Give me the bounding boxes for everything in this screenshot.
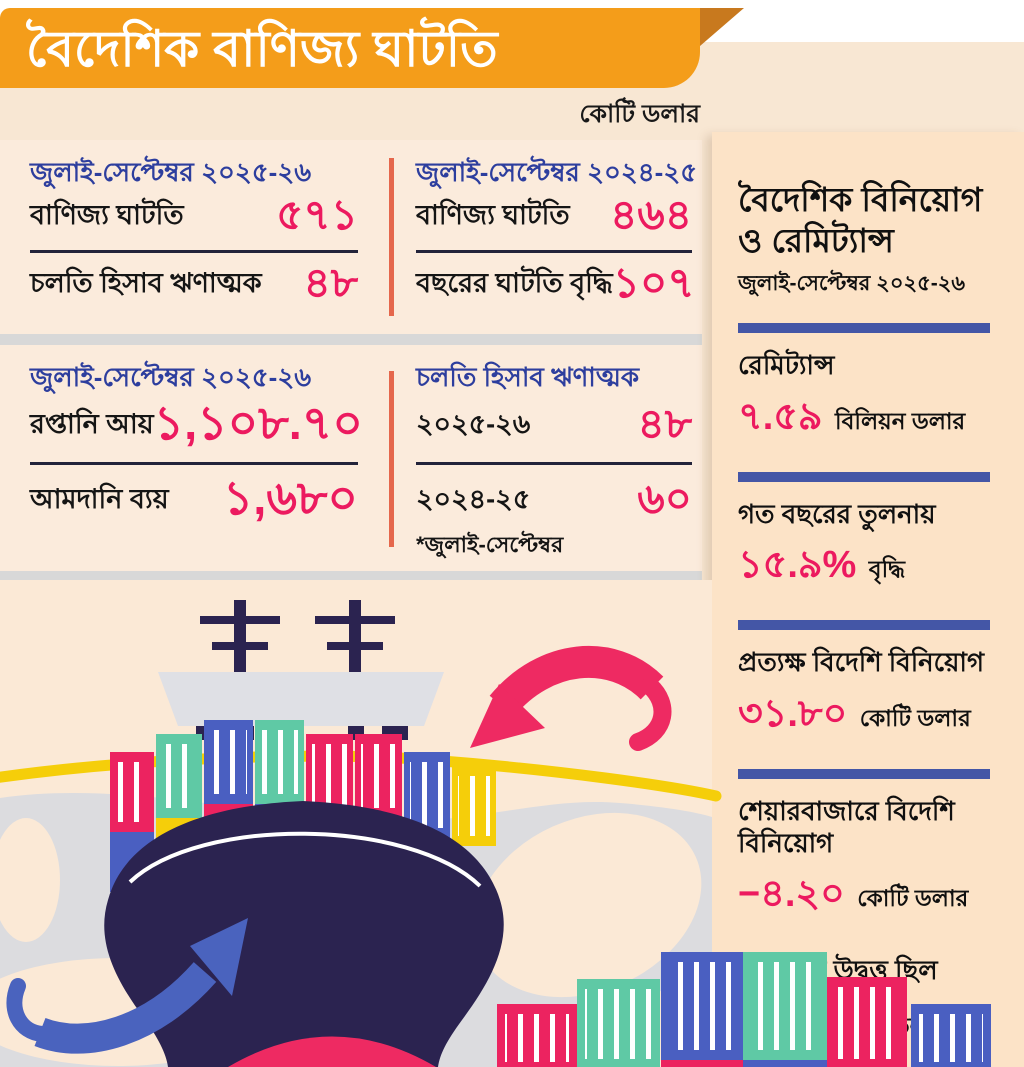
panel-trade-deficit-2025-26: জুলাই-সেপ্টেম্বর ২০২৫-২৬ বাণিজ্য ঘাটতি ৫… bbox=[30, 140, 358, 334]
panel-heading: জুলাই-সেপ্টেম্বর ২০২৪-২৫ bbox=[416, 157, 698, 187]
row-divider bbox=[416, 250, 692, 253]
divider-bar bbox=[738, 768, 990, 779]
stat-value: ৪৬৪ bbox=[610, 191, 692, 238]
sidebar-section-remittance: রেমিট্যান্স ৭.৫৯ বিলিয়ন ডলার bbox=[738, 349, 966, 438]
band-separator bbox=[0, 571, 702, 581]
divider-bar bbox=[738, 322, 990, 333]
stat-value: ১৫.৯% bbox=[738, 544, 857, 587]
stat-band-top: জুলাই-সেপ্টেম্বর ২০২৫-২৬ বাণিজ্য ঘাটতি ৫… bbox=[0, 140, 702, 334]
stat-label: রপ্তানি আয় bbox=[30, 408, 154, 439]
sidebar-section-portfolio: শেয়ারবাজারে বিদেশি বিনিয়োগ −৪.২০ কোটি … bbox=[738, 795, 969, 916]
panel-trade-deficit-2024-25: জুলাই-সেপ্টেম্বর ২০২৪-২৫ বাণিজ্য ঘাটতি ৪… bbox=[416, 140, 698, 334]
stat-row: বাণিজ্য ঘাটতি ৫৭১ bbox=[30, 186, 358, 249]
stat-value: ৪৮ bbox=[303, 259, 358, 306]
row-divider bbox=[30, 250, 358, 253]
stat-value: ৬০ bbox=[637, 474, 692, 522]
stat-row: বাণিজ্য ঘাটতি ৪৬৪ bbox=[416, 186, 692, 249]
stat-value: ৩১.৮০ bbox=[738, 692, 848, 735]
panel-heading: জুলাই-সেপ্টেম্বর ২০২৫-২৬ bbox=[30, 362, 312, 392]
divider-bar bbox=[738, 620, 990, 631]
panel-export-import: জুলাই-সেপ্টেম্বর ২০২৫-২৬ রপ্তানি আয় ১,১… bbox=[30, 345, 363, 571]
stat-value: ৫৭১ bbox=[276, 191, 358, 238]
stat-row: রপ্তানি আয় ১,১০৮.৭০ bbox=[30, 391, 363, 461]
panel-heading: চলতি হিসাব ঋণাত্মক bbox=[416, 362, 640, 392]
row-divider bbox=[30, 462, 358, 465]
stat-value: ১,১০৮.৭০ bbox=[153, 396, 363, 449]
stat-unit: কোটি ডলার bbox=[835, 1013, 947, 1040]
band-separator bbox=[0, 334, 702, 345]
panel-divider-line bbox=[389, 158, 394, 316]
stat-label: ২০২৪-২৫ bbox=[416, 483, 531, 514]
stat-row: ২০২৪-২৫ ৬০ bbox=[416, 466, 692, 536]
stat-label: আমদানি ব্যয় bbox=[30, 483, 169, 514]
stat-unit: বিলিয়ন ডলার bbox=[835, 407, 966, 434]
stat-label: চলতি হিসাব ঋণাত্মক bbox=[30, 268, 262, 298]
stat-value: ১০৭ bbox=[612, 259, 695, 306]
stat-unit: কোটি ডলার bbox=[859, 704, 971, 731]
stat-value: ১,৬৮০ bbox=[222, 471, 358, 524]
stat-label: ২০২৫-২৬ bbox=[416, 408, 531, 439]
stat-unit: কোটি ডলার bbox=[857, 885, 969, 912]
investment-remittance-sidebar: বৈদেশিক বিনিয়োগ ও রেমিট্যান্স জুলাই-সেপ… bbox=[712, 132, 1024, 1067]
sidebar-section-surplus: গত বছর উদ্বৃত্ত ছিল ০.৫০ কোটি ডলার bbox=[738, 955, 947, 1044]
stat-value: −৪.২০ bbox=[738, 873, 845, 916]
stat-row: বছরের ঘাটতি বৃদ্ধি ১০৭ bbox=[416, 254, 695, 317]
sidebar-title: বৈদেশিক বিনিয়োগ ও রেমিট্যান্স bbox=[738, 181, 983, 259]
sidebar-subtitle: জুলাই-সেপ্টেম্বর ২০২৫-২৬ bbox=[738, 271, 966, 295]
unit-note: কোটি ডলার bbox=[579, 100, 700, 128]
divider-bar bbox=[738, 471, 990, 482]
stat-value: ৪৮ bbox=[637, 399, 692, 447]
stat-label: বছরের ঘাটতি বৃদ্ধি bbox=[416, 268, 613, 298]
footnote: *জুলাই-সেপ্টেম্বর bbox=[416, 532, 564, 557]
stat-label: বাণিজ্য ঘাটতি bbox=[30, 200, 184, 230]
title-banner: বৈদেশিক বাণিজ্য ঘাটতি bbox=[0, 8, 700, 88]
stat-value: ০.৫০ bbox=[738, 1001, 823, 1044]
banner-corner-fold bbox=[700, 8, 744, 46]
stat-unit: বৃদ্ধি bbox=[868, 556, 906, 583]
stat-row: চলতি হিসাব ঋণাত্মক ৪৮ bbox=[30, 254, 358, 317]
stat-band-bottom: জুলাই-সেপ্টেম্বর ২০২৫-২৬ রপ্তানি আয় ১,১… bbox=[0, 345, 702, 571]
stat-label: বাণিজ্য ঘাটতি bbox=[416, 200, 570, 230]
stat-row: ২০২৫-২৬ ৪৮ bbox=[416, 391, 692, 461]
sidebar-section-fdi: প্রত্যক্ষ বিদেশি বিনিয়োগ ৩১.৮০ কোটি ডলা… bbox=[738, 647, 985, 735]
panel-heading: জুলাই-সেপ্টেম্বর ২০২৫-২৬ bbox=[30, 157, 312, 187]
panel-current-account: চলতি হিসাব ঋণাত্মক ২০২৫-২৬ ৪৮ ২০২৪-২৫ ৬০… bbox=[416, 345, 692, 571]
page-title: বৈদেশিক বাণিজ্য ঘাটতি bbox=[26, 21, 498, 77]
row-divider bbox=[416, 462, 692, 465]
sidebar-section-growth: গত বছরের তুলনায় ১৫.৯% বৃদ্ধি bbox=[738, 498, 936, 587]
panel-divider-line bbox=[389, 371, 394, 547]
stat-row: আমদানি ব্যয় ১,৬৮০ bbox=[30, 466, 358, 536]
stat-value: ৭.৫৯ bbox=[738, 395, 823, 438]
